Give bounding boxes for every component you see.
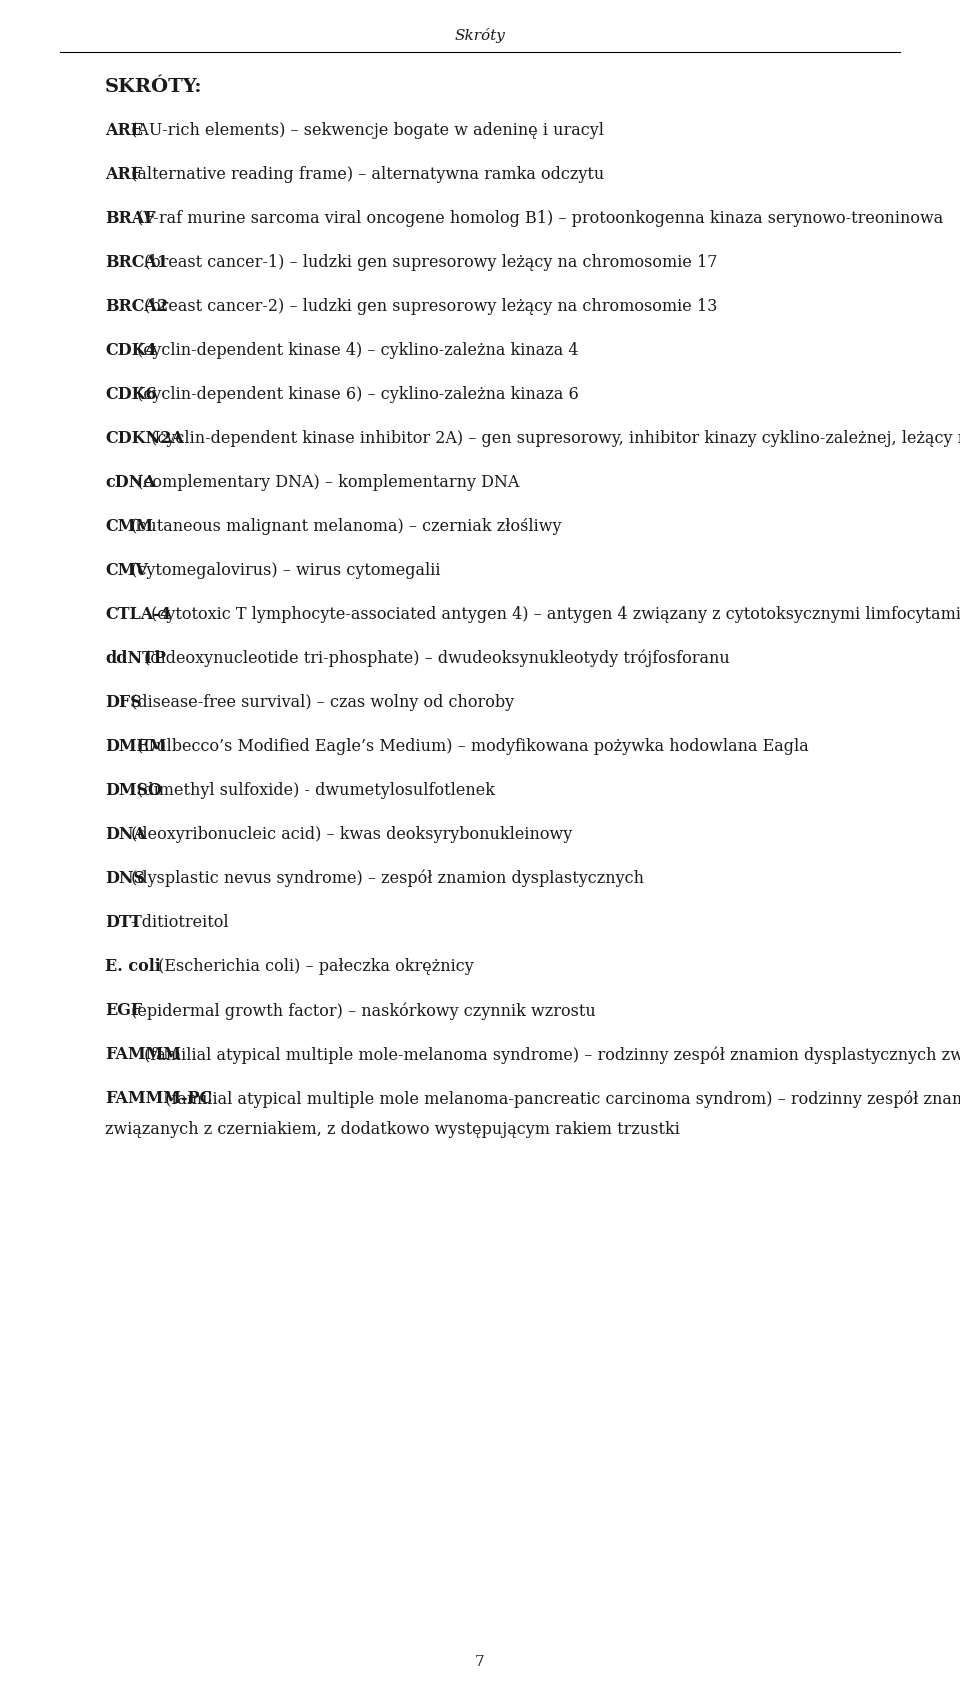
- Text: ddNTP: ddNTP: [105, 650, 166, 667]
- Text: DFS: DFS: [105, 694, 142, 711]
- Text: (cyclin-dependent kinase 6) – cyklino-zależna kinaza 6: (cyclin-dependent kinase 6) – cyklino-za…: [132, 386, 579, 403]
- Text: (AU-rich elements) – sekwencje bogate w adeninę i uracyl: (AU-rich elements) – sekwencje bogate w …: [126, 122, 604, 139]
- Text: (cutaneous malignant melanoma) – czerniak złośliwy: (cutaneous malignant melanoma) – czernia…: [126, 518, 561, 535]
- Text: (V-raf murine sarcoma viral oncogene homolog B1) – protoonkogenna kinaza serynow: (V-raf murine sarcoma viral oncogene hom…: [132, 210, 944, 227]
- Text: (disease-free survival) – czas wolny od choroby: (disease-free survival) – czas wolny od …: [126, 694, 514, 711]
- Text: - ditiotreitol: - ditiotreitol: [126, 914, 228, 931]
- Text: CMM: CMM: [105, 518, 153, 535]
- Text: E. coli: E. coli: [105, 958, 160, 975]
- Text: cDNA: cDNA: [105, 474, 156, 491]
- Text: (dideoxynucleotide tri-phosphate) – dwudeoksynukleotydy trójfosforanu: (dideoxynucleotide tri-phosphate) – dwud…: [139, 650, 730, 667]
- Text: DMEM: DMEM: [105, 738, 166, 755]
- Text: ARF: ARF: [105, 166, 142, 183]
- Text: CDK6: CDK6: [105, 386, 156, 403]
- Text: CMV: CMV: [105, 562, 148, 579]
- Text: (alternative reading frame) – alternatywna ramka odczytu: (alternative reading frame) – alternatyw…: [126, 166, 604, 183]
- Text: CDKN2A: CDKN2A: [105, 430, 184, 447]
- Text: EGF: EGF: [105, 1002, 142, 1019]
- Text: związanych z czerniakiem, z dodatkowo występującym rakiem trzustki: związanych z czerniakiem, z dodatkowo wy…: [105, 1121, 680, 1138]
- Text: (breast cancer-2) – ludzki gen supresorowy leżący na chromosomie 13: (breast cancer-2) – ludzki gen supresoro…: [139, 298, 717, 315]
- Text: DNS: DNS: [105, 870, 145, 887]
- Text: SKRÓTY:: SKRÓTY:: [105, 78, 203, 97]
- Text: (Dulbecco’s Modified Eagle’s Medium) – modyfikowana pożywka hodowlana Eagla: (Dulbecco’s Modified Eagle’s Medium) – m…: [132, 738, 809, 755]
- Text: (cytomegalovirus) – wirus cytomegalii: (cytomegalovirus) – wirus cytomegalii: [126, 562, 440, 579]
- Text: (cytotoxic T lymphocyte-associated antygen 4) – antygen 4 związany z cytotoksycz: (cytotoxic T lymphocyte-associated antyg…: [146, 606, 960, 623]
- Text: DTT: DTT: [105, 914, 142, 931]
- Text: BRCA2: BRCA2: [105, 298, 168, 315]
- Text: (cyclin-dependent kinase 4) – cyklino-zależna kinaza 4: (cyclin-dependent kinase 4) – cyklino-za…: [132, 342, 579, 359]
- Text: (familial atypical multiple mole melanoma-pancreatic carcinoma syndrom) – rodzin: (familial atypical multiple mole melanom…: [159, 1090, 960, 1107]
- Text: (epidermal growth factor) – naskórkowy czynnik wzrostu: (epidermal growth factor) – naskórkowy c…: [126, 1002, 595, 1019]
- Text: (breast cancer-1) – ludzki gen supresorowy leżący na chromosomie 17: (breast cancer-1) – ludzki gen supresoro…: [139, 254, 718, 271]
- Text: Skróty: Skróty: [455, 29, 505, 42]
- Text: ARE: ARE: [105, 122, 143, 139]
- Text: CTLA-4: CTLA-4: [105, 606, 171, 623]
- Text: DMSO: DMSO: [105, 782, 162, 799]
- Text: (familial atypical multiple mole-melanoma syndrome) – rodzinny zespół znamion dy: (familial atypical multiple mole-melanom…: [139, 1046, 960, 1063]
- Text: DNA: DNA: [105, 826, 146, 843]
- Text: (deoxyribonucleic acid) – kwas deoksyrybonukleinowy: (deoxyribonucleic acid) – kwas deoksyryb…: [126, 826, 572, 843]
- Text: (dysplastic nevus syndrome) – zespół znamion dysplastycznych: (dysplastic nevus syndrome) – zespół zna…: [126, 870, 643, 887]
- Text: (dimethyl sulfoxide) - dwumetylosulfotlenek: (dimethyl sulfoxide) - dwumetylosulfotle…: [132, 782, 495, 799]
- Text: (Escherichia coli) – pałeczka okrężnicy: (Escherichia coli) – pałeczka okrężnicy: [153, 958, 473, 975]
- Text: FAMMM: FAMMM: [105, 1046, 180, 1063]
- Text: BRAF: BRAF: [105, 210, 156, 227]
- Text: CDK4: CDK4: [105, 342, 156, 359]
- Text: (complementary DNA) – komplementarny DNA: (complementary DNA) – komplementarny DNA: [132, 474, 519, 491]
- Text: (cyclin-dependent kinase inhibitor 2A) – gen supresorowy, inhibitor kinazy cykli: (cyclin-dependent kinase inhibitor 2A) –…: [146, 430, 960, 447]
- Text: BRCA1: BRCA1: [105, 254, 168, 271]
- Text: 7: 7: [475, 1656, 485, 1669]
- Text: FAMMM-PC: FAMMM-PC: [105, 1090, 212, 1107]
